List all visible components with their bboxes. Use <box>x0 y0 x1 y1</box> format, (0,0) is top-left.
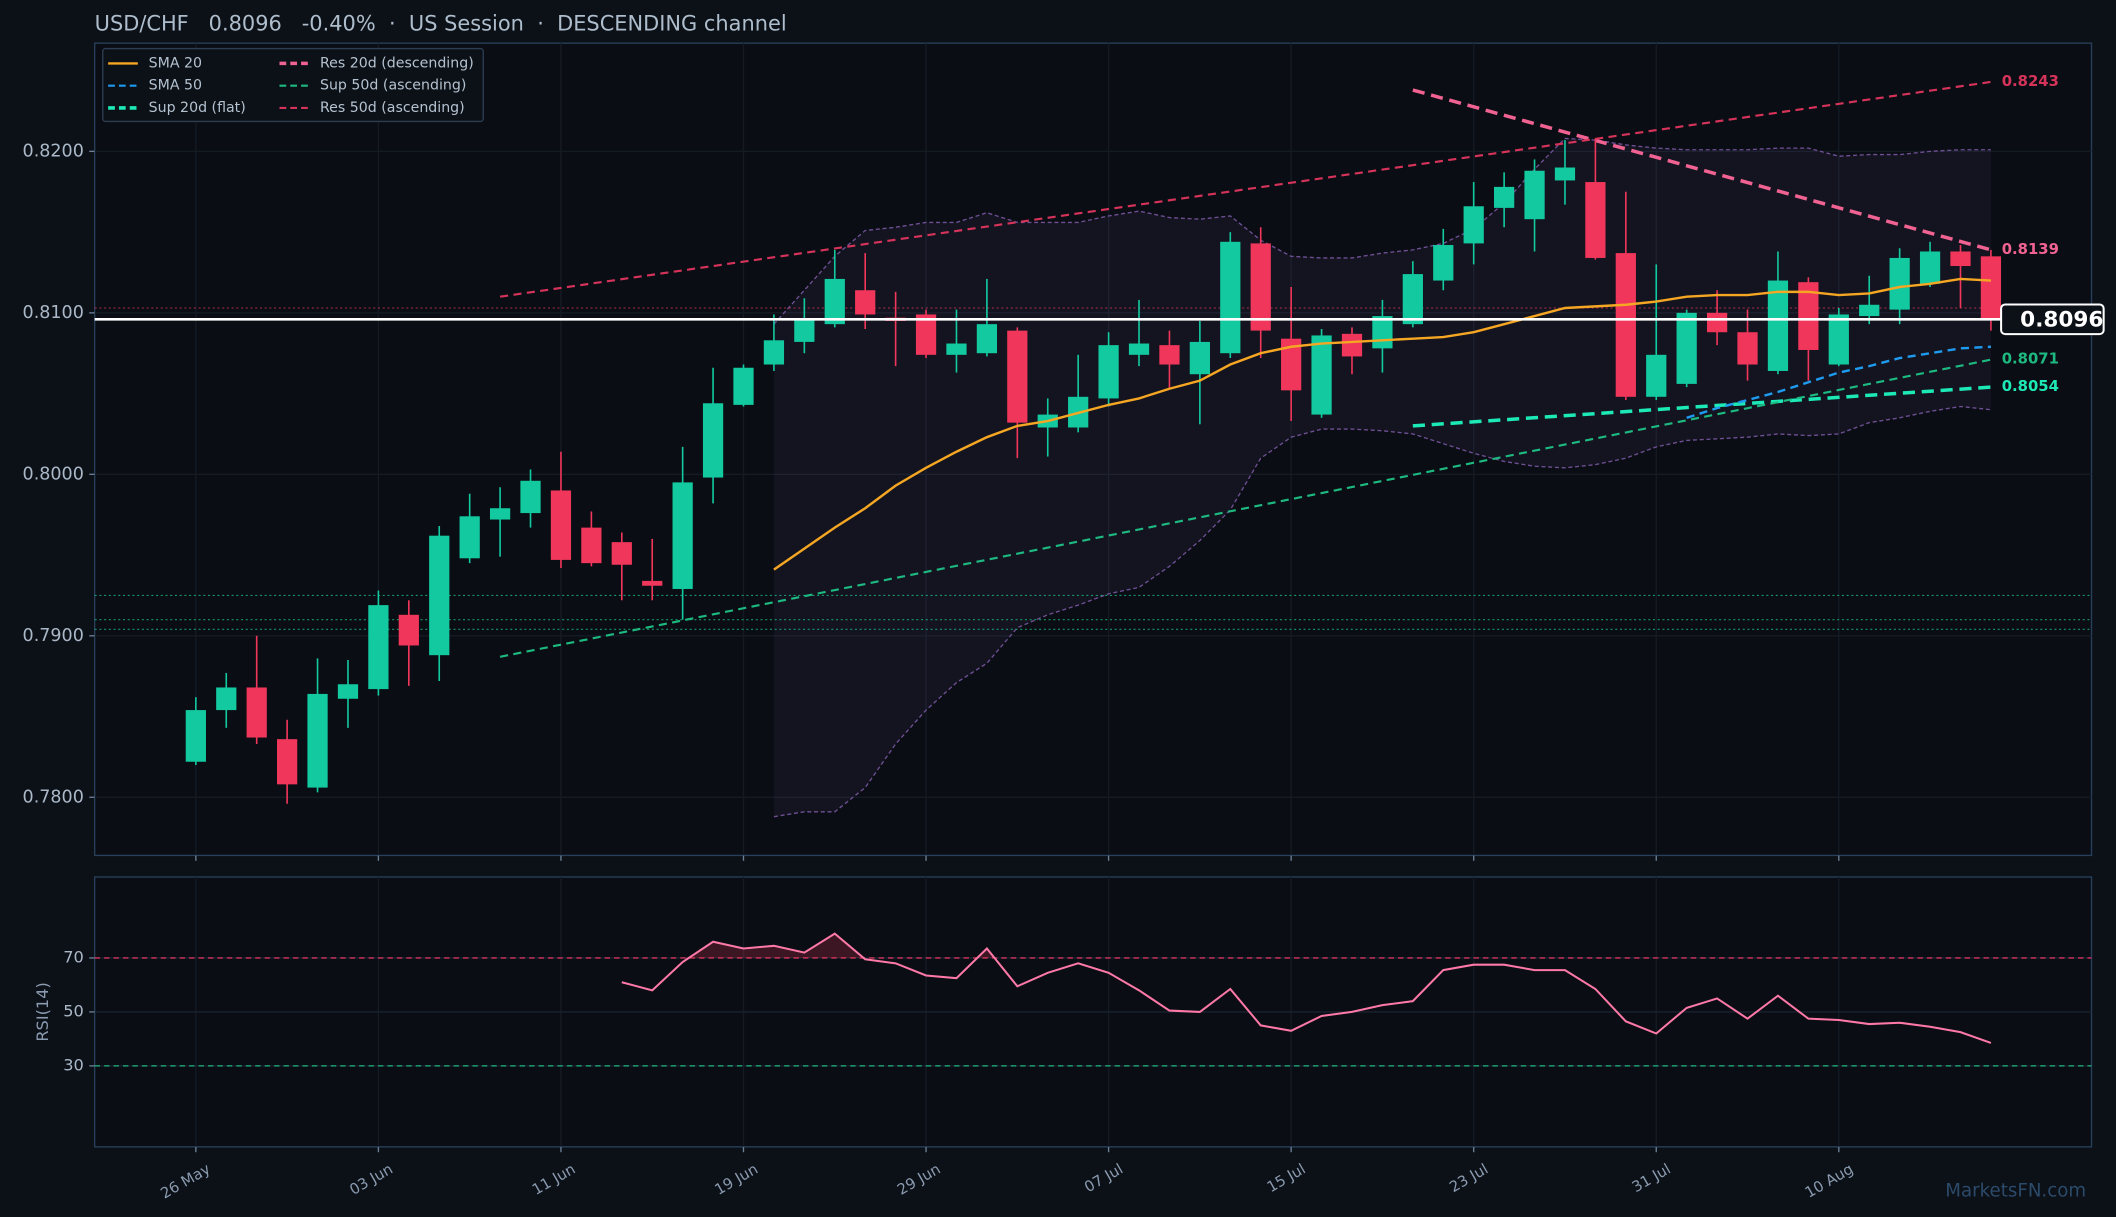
candle-body <box>1889 257 1910 310</box>
candle-body <box>1676 312 1697 384</box>
candle-body <box>1980 256 2002 320</box>
candle-body <box>1615 253 1636 397</box>
trendline-label: 0.8054 <box>2002 378 2059 395</box>
candle-body <box>1828 314 1849 365</box>
watermark: MarketsFN.com <box>1945 1180 2086 1201</box>
candle-body <box>1281 338 1302 391</box>
overlay-line <box>773 277 1991 571</box>
candle-body <box>1220 241 1241 354</box>
candle-body <box>337 684 359 699</box>
candle-body <box>763 340 785 365</box>
y-tick-label: 50 <box>63 1001 84 1020</box>
trendline <box>1412 385 1992 428</box>
candle-body <box>1646 354 1667 397</box>
y-tick-label: 0.8200 <box>23 141 84 161</box>
candle-body <box>550 490 572 560</box>
y-tick-label: 0.7800 <box>23 787 84 807</box>
candle-body <box>246 687 267 738</box>
trendline <box>499 358 1992 658</box>
candle-body <box>1372 316 1393 349</box>
candle-body <box>489 508 511 520</box>
trendline-label: 0.8071 <box>2002 351 2059 368</box>
candle-body <box>429 535 450 656</box>
y-tick-label: 30 <box>63 1055 84 1074</box>
candle-body <box>581 527 602 564</box>
candle-body <box>1798 282 1819 350</box>
candle-body <box>1554 167 1576 181</box>
candle-body <box>946 343 967 355</box>
candle-body <box>702 403 724 478</box>
candle-body <box>277 739 298 785</box>
band-lower <box>773 405 1991 818</box>
rsi-line <box>621 932 1992 1044</box>
y-tick-label: 0.7900 <box>23 626 84 646</box>
candle-body <box>459 516 480 559</box>
last-price-label: 0.8096 <box>2020 308 2103 333</box>
candle-body <box>216 687 237 711</box>
trendline <box>1412 88 1992 252</box>
last-price-box <box>2000 303 2105 336</box>
overbought-fill <box>621 933 1991 958</box>
candle-body <box>794 319 815 342</box>
band-upper <box>773 137 1991 325</box>
candle-body <box>733 367 754 405</box>
candle-body <box>1341 333 1363 357</box>
candle-body <box>824 278 845 325</box>
candle-body <box>1007 330 1028 423</box>
candle-body <box>1585 182 1606 258</box>
candle-body <box>976 324 998 354</box>
chart-title: USD/CHF 0.8096 -0.40% · US Session · DES… <box>95 11 787 35</box>
candle-body <box>1463 206 1484 244</box>
legend-label: Sup 20d (flat) <box>149 100 246 116</box>
candle-body <box>368 605 389 690</box>
legend-label: Sup 50d (ascending) <box>320 78 466 94</box>
candle-body <box>1128 343 1150 355</box>
legend-label: Res 20d (descending) <box>320 55 474 71</box>
legend-label: SMA 20 <box>149 55 202 71</box>
candle-body <box>1189 341 1210 375</box>
candle-body <box>307 693 328 788</box>
candle-body <box>1402 274 1423 325</box>
candle-body <box>1706 312 1728 333</box>
candle-body <box>398 614 419 646</box>
candle-body <box>915 314 937 355</box>
y-tick-label: 0.8000 <box>23 464 84 484</box>
candle-body <box>1098 345 1119 399</box>
candle-body <box>1767 280 1789 371</box>
candle-body <box>1494 186 1515 208</box>
candle-body <box>672 482 693 589</box>
candle-body <box>1159 345 1180 365</box>
candle-body <box>1250 243 1271 331</box>
candle-body <box>520 480 541 514</box>
price-panel <box>93 42 2093 857</box>
legend-label: SMA 50 <box>149 78 202 94</box>
candle-body <box>1433 245 1454 281</box>
rsi-axis-label: RSI(14) <box>33 982 52 1042</box>
y-tick-label: 0.8100 <box>23 303 84 323</box>
candle-body <box>642 580 663 586</box>
candle-body <box>1950 251 1971 267</box>
overlay-line <box>1686 345 1991 419</box>
legend-label: Res 50d (ascending) <box>320 100 465 116</box>
candle-body <box>855 290 876 315</box>
trendline <box>499 80 1992 298</box>
trendline-label: 0.8243 <box>2002 73 2059 90</box>
y-tick-label: 70 <box>63 947 84 966</box>
candle-body <box>1524 170 1545 220</box>
candle-body <box>185 710 206 762</box>
candle-body <box>1737 332 1758 365</box>
candle-body <box>1919 251 1941 284</box>
candle-body <box>611 542 632 565</box>
candle-body <box>1311 335 1332 415</box>
candle-body <box>1859 304 1880 317</box>
trendline-label: 0.8139 <box>2002 241 2059 258</box>
